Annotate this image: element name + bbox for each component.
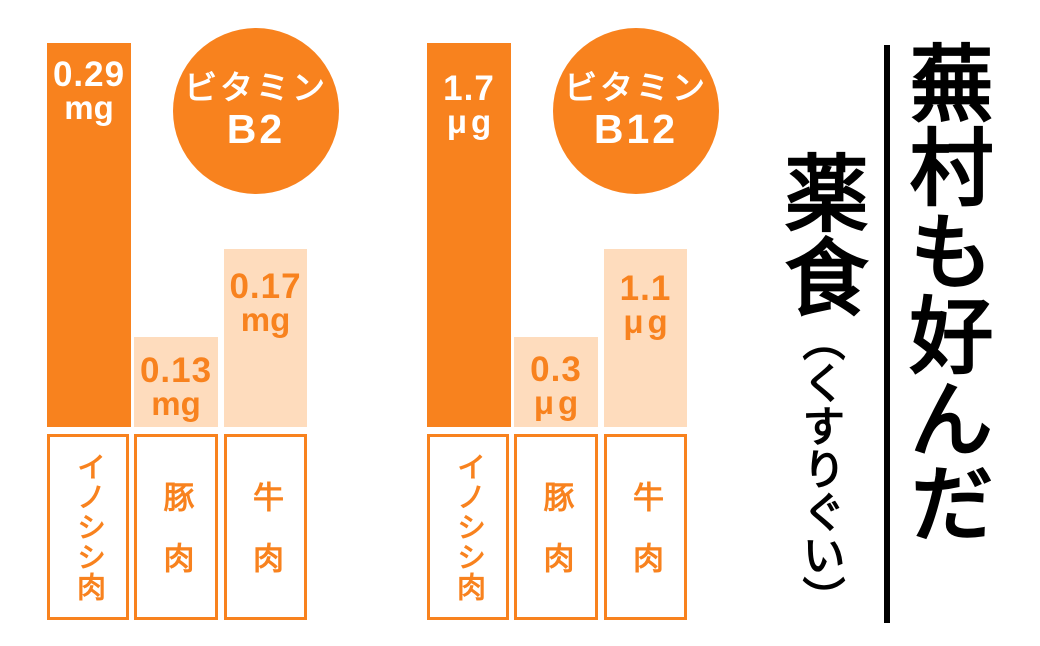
badge-title: ビタミン bbox=[184, 69, 328, 107]
headline-sub-reading: （くすりぐい） bbox=[795, 318, 845, 619]
bar-unit: μg bbox=[533, 384, 583, 421]
label-box-pork: 豚肉 bbox=[134, 434, 218, 620]
bar-value: 1.7 bbox=[443, 69, 495, 108]
label-box-beef: 牛肉 bbox=[224, 434, 307, 620]
bar-unit: μg bbox=[623, 303, 672, 340]
badge-title: ビタミン bbox=[564, 69, 708, 107]
label-box-boar-meat: イノシシ肉 bbox=[47, 434, 129, 620]
category-label: 牛肉 bbox=[628, 481, 663, 603]
bar-value: 0.29 bbox=[52, 55, 126, 94]
bar-beef-b2: 0.17 mg bbox=[224, 249, 307, 427]
bar-unit: μg bbox=[446, 103, 496, 140]
bar-beef-b12: 1.1 μg bbox=[604, 249, 687, 427]
badge-vitamin-b2: ビタミン B2 bbox=[173, 28, 339, 194]
bar-value: 0.13 bbox=[139, 351, 213, 390]
category-label: イノシシ肉 bbox=[452, 452, 485, 602]
vertical-divider-line bbox=[884, 45, 890, 623]
bar-pork-b12: 0.3 μg bbox=[514, 337, 598, 427]
badge-subtitle: B12 bbox=[593, 105, 679, 152]
headline-sub-main: 薬食 bbox=[771, 150, 870, 318]
category-label: 牛肉 bbox=[248, 481, 283, 603]
bar-unit: mg bbox=[151, 385, 201, 422]
label-box-beef: 牛肉 bbox=[604, 434, 687, 620]
bar-value: 0.3 bbox=[530, 350, 582, 389]
bar-value: 0.17 bbox=[229, 267, 302, 306]
bar-value-group: 0.13 mg bbox=[139, 351, 213, 422]
label-box-pork: 豚肉 bbox=[514, 434, 598, 620]
bar-unit: mg bbox=[64, 89, 114, 126]
category-label: 豚肉 bbox=[158, 481, 194, 603]
bar-value-group: 1.7 μg bbox=[443, 69, 496, 140]
bar-pork-b2: 0.13 mg bbox=[134, 337, 218, 427]
label-box-boar-meat: イノシシ肉 bbox=[427, 434, 509, 620]
category-label: イノシシ肉 bbox=[72, 452, 105, 602]
bar-value-group: 1.1 μg bbox=[619, 269, 672, 340]
bar-value-group: 0.29 mg bbox=[52, 55, 126, 126]
badge-subtitle: B2 bbox=[226, 105, 286, 152]
bar-unit: mg bbox=[240, 301, 291, 338]
bar-boar-meat-b12: 1.7 μg bbox=[427, 43, 511, 427]
bar-value: 1.1 bbox=[619, 269, 672, 308]
badge-vitamin-b12: ビタミン B12 bbox=[553, 28, 719, 194]
bar-boar-meat-b2: 0.29 mg bbox=[47, 43, 131, 427]
bar-value-group: 0.3 μg bbox=[530, 350, 583, 421]
headline-sub: 薬食（くすりぐい） bbox=[771, 150, 870, 619]
bar-value-group: 0.17 mg bbox=[229, 267, 302, 338]
category-label: 豚肉 bbox=[538, 481, 574, 603]
headline-main: 蕪村も好んだ bbox=[896, 40, 995, 544]
